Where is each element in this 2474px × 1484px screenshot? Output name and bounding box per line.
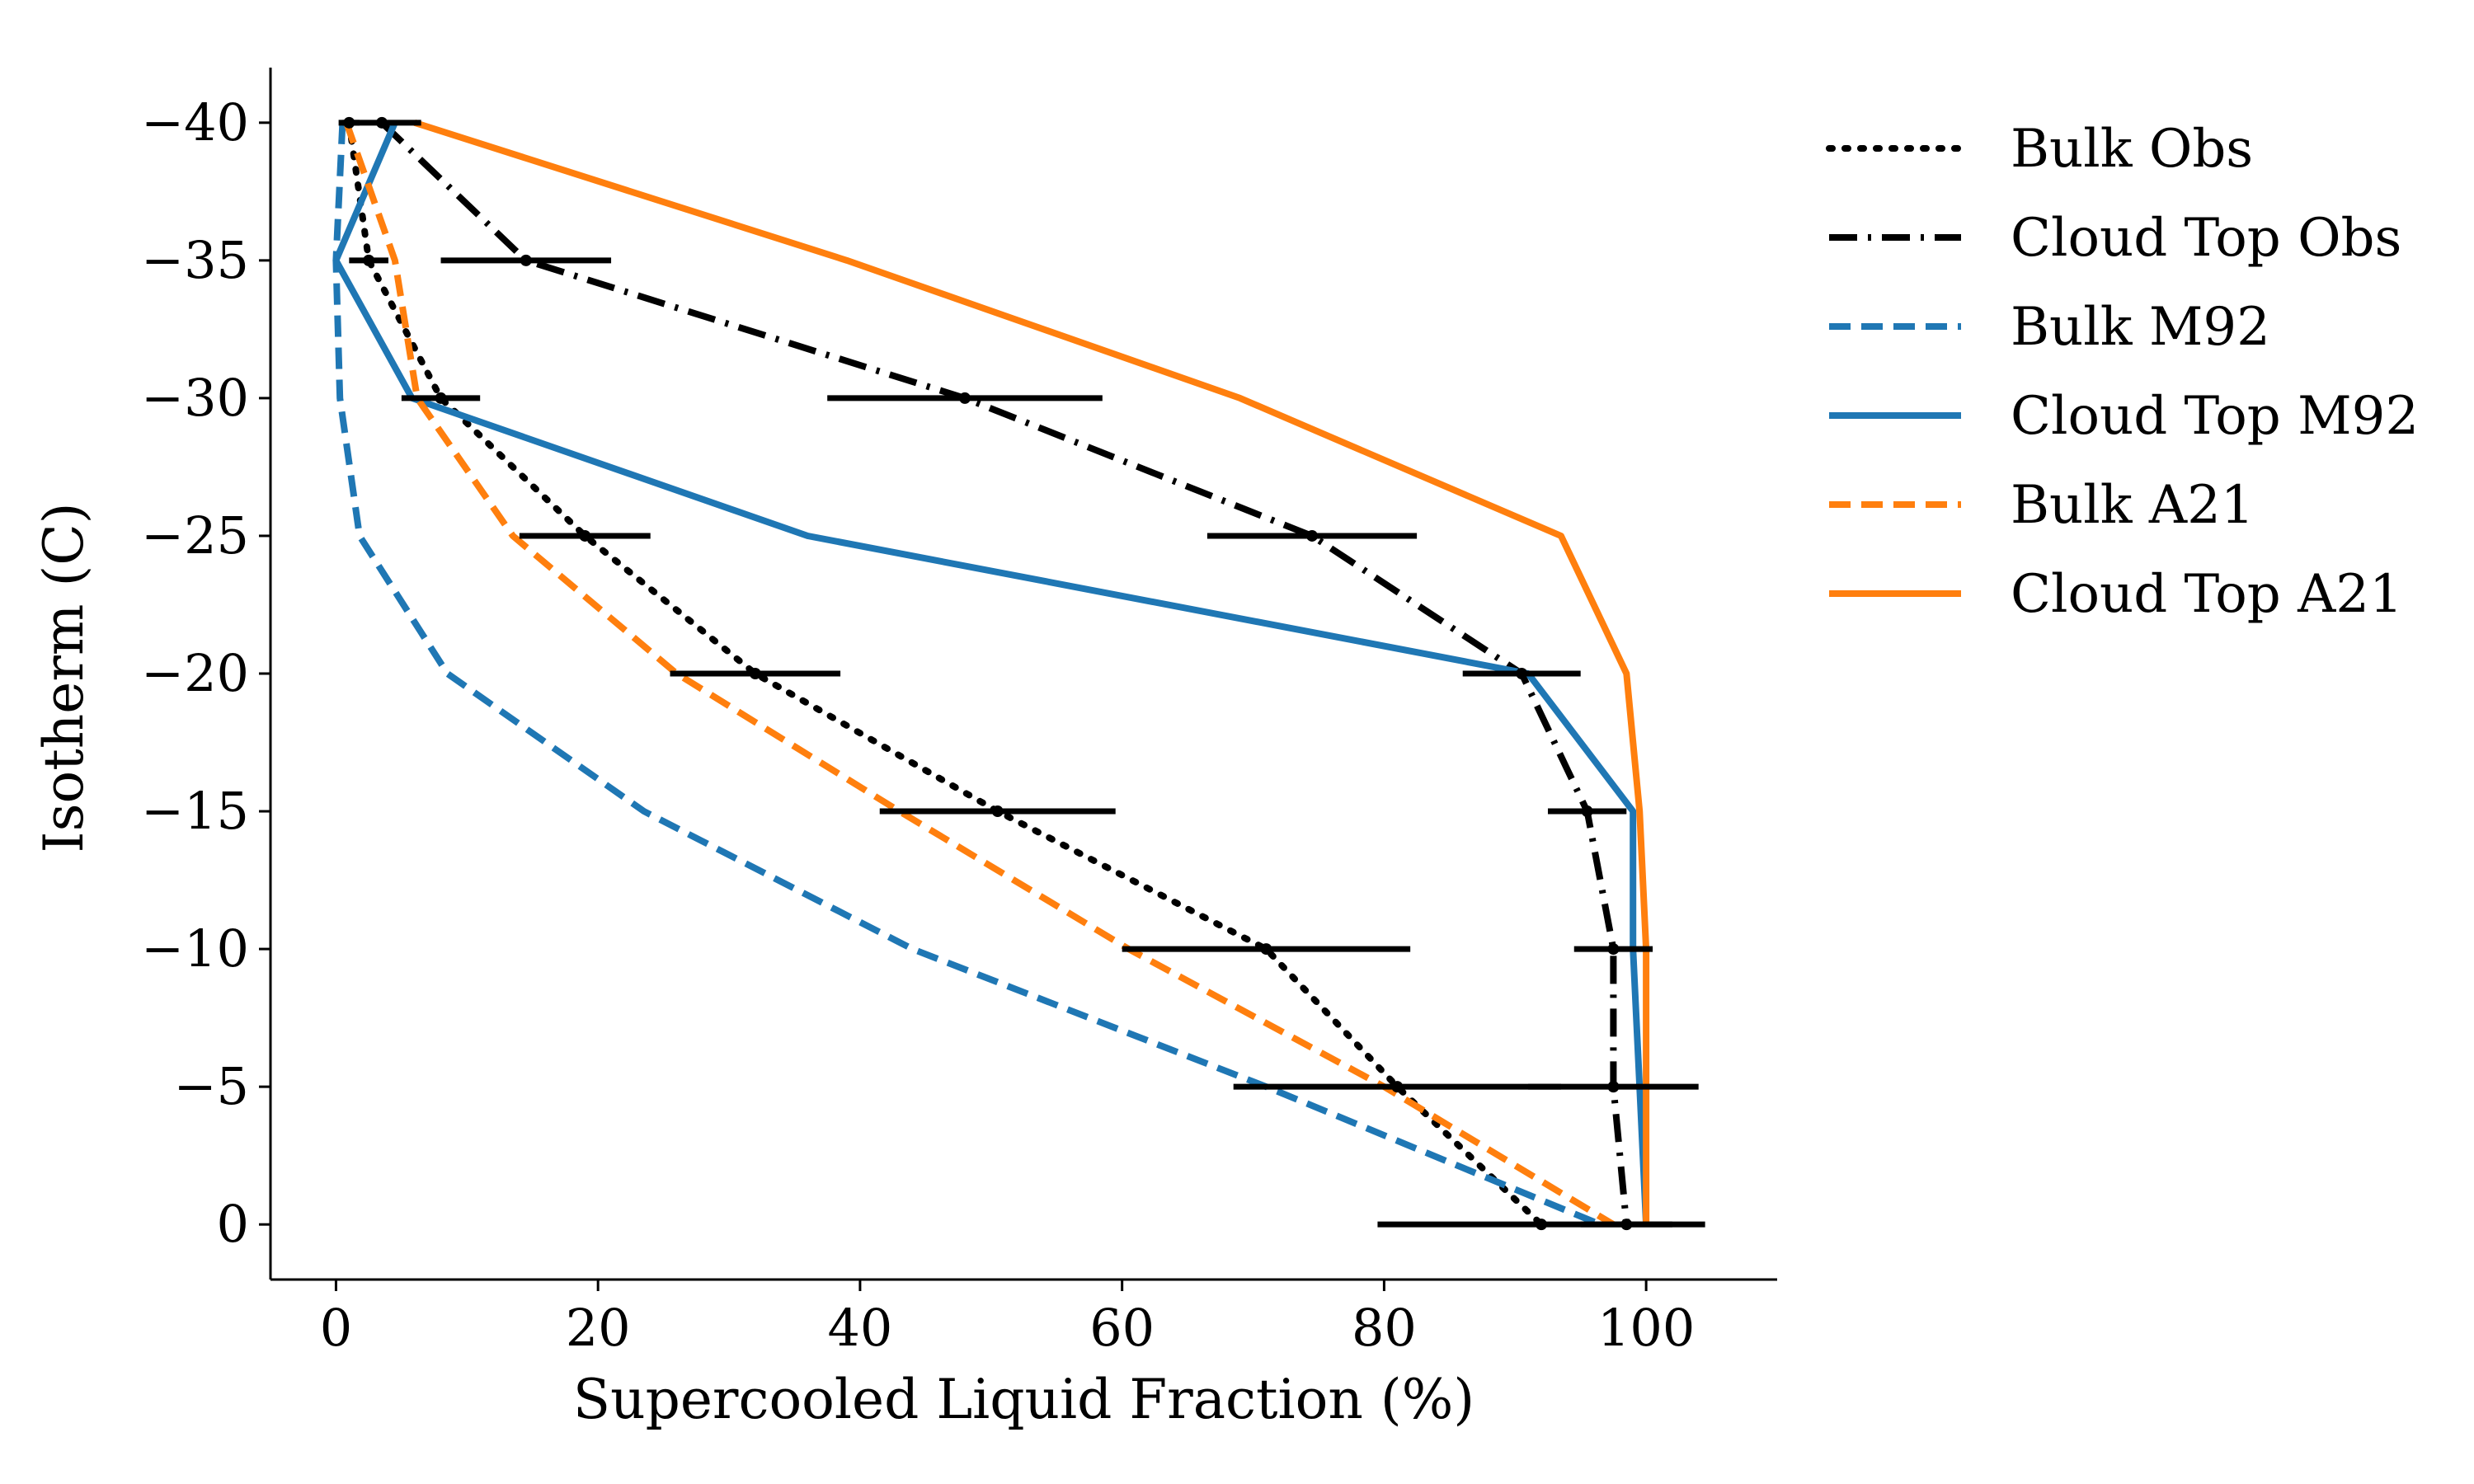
y-tick-label: −20 [141,643,249,703]
data-point-bulk-obs [991,805,1004,818]
x-tick-label: 20 [566,1298,631,1358]
data-point-cloud-top-obs [1581,805,1593,818]
data-point-cloud-top-obs [959,392,971,404]
legend-label-cloud-top-a21: Cloud Top A21 [2011,564,2403,625]
legend-label-bulk-m92: Bulk M92 [2011,297,2270,358]
data-point-bulk-obs [749,668,761,679]
y-tick-label: −10 [141,918,249,979]
y-axis-title: Isotherm (C) [32,503,96,853]
x-tick-label: 100 [1597,1298,1695,1358]
data-point-cloud-top-obs [1516,668,1528,679]
legend: Bulk Obs Cloud Top Obs Bulk M92 Cloud Top M… [1826,119,2419,625]
y-ticks: −40 −35 −30 −25 −20 −15 −10 −5 0 [141,92,270,1254]
series-line-cloud-top-m92 [332,121,1650,1225]
data-point-bulk-obs [1260,943,1272,956]
legend-label-cloud-top-m92: Cloud Top M92 [2011,386,2419,447]
y-tick-label: −30 [141,368,249,428]
data-point-cloud-top-obs [520,254,532,266]
legend-label-bulk-a21: Bulk A21 [2011,475,2255,536]
data-point-cloud-top-obs [1607,943,1620,956]
x-ticks: 0 20 40 60 80 100 [320,1280,1695,1358]
x-tick-label: 80 [1352,1298,1417,1358]
data-point-bulk-obs [1536,1219,1548,1231]
y-tick-label: 0 [217,1194,249,1254]
series-line-cloud-top-obs [379,120,1630,1225]
data-point-bulk-obs [579,529,591,542]
y-tick-label: −5 [174,1056,249,1116]
x-tick-label: 60 [1089,1298,1155,1358]
plot-series [332,119,1650,1228]
data-point-bulk-obs [363,254,375,266]
x-tick-label: 0 [320,1298,352,1358]
series-line-bulk-obs [346,119,1545,1228]
legend-label-bulk-obs: Bulk Obs [2011,119,2253,180]
x-axis-title: Supercooled Liquid Fraction (%) [573,1368,1475,1431]
data-point-cloud-top-obs [1306,529,1319,542]
x-tick-label: 40 [827,1298,892,1358]
data-point-bulk-obs [435,392,447,404]
y-tick-label: −35 [141,230,249,290]
data-point-cloud-top-obs [376,116,388,129]
y-tick-label: −25 [141,505,249,566]
series-line-bulk-m92 [332,122,1602,1228]
series-line-bulk-a21 [343,121,1616,1228]
y-tick-label: −15 [141,781,249,841]
plot-errorbars [338,116,1705,1231]
data-point-bulk-obs [1391,1081,1404,1093]
data-point-cloud-top-obs [1607,1081,1620,1093]
y-tick-label: −40 [141,92,249,153]
series-line-cloud-top-a21 [413,119,1650,1225]
legend-label-cloud-top-obs: Cloud Top Obs [2011,208,2401,269]
data-point-cloud-top-obs [1620,1219,1633,1231]
